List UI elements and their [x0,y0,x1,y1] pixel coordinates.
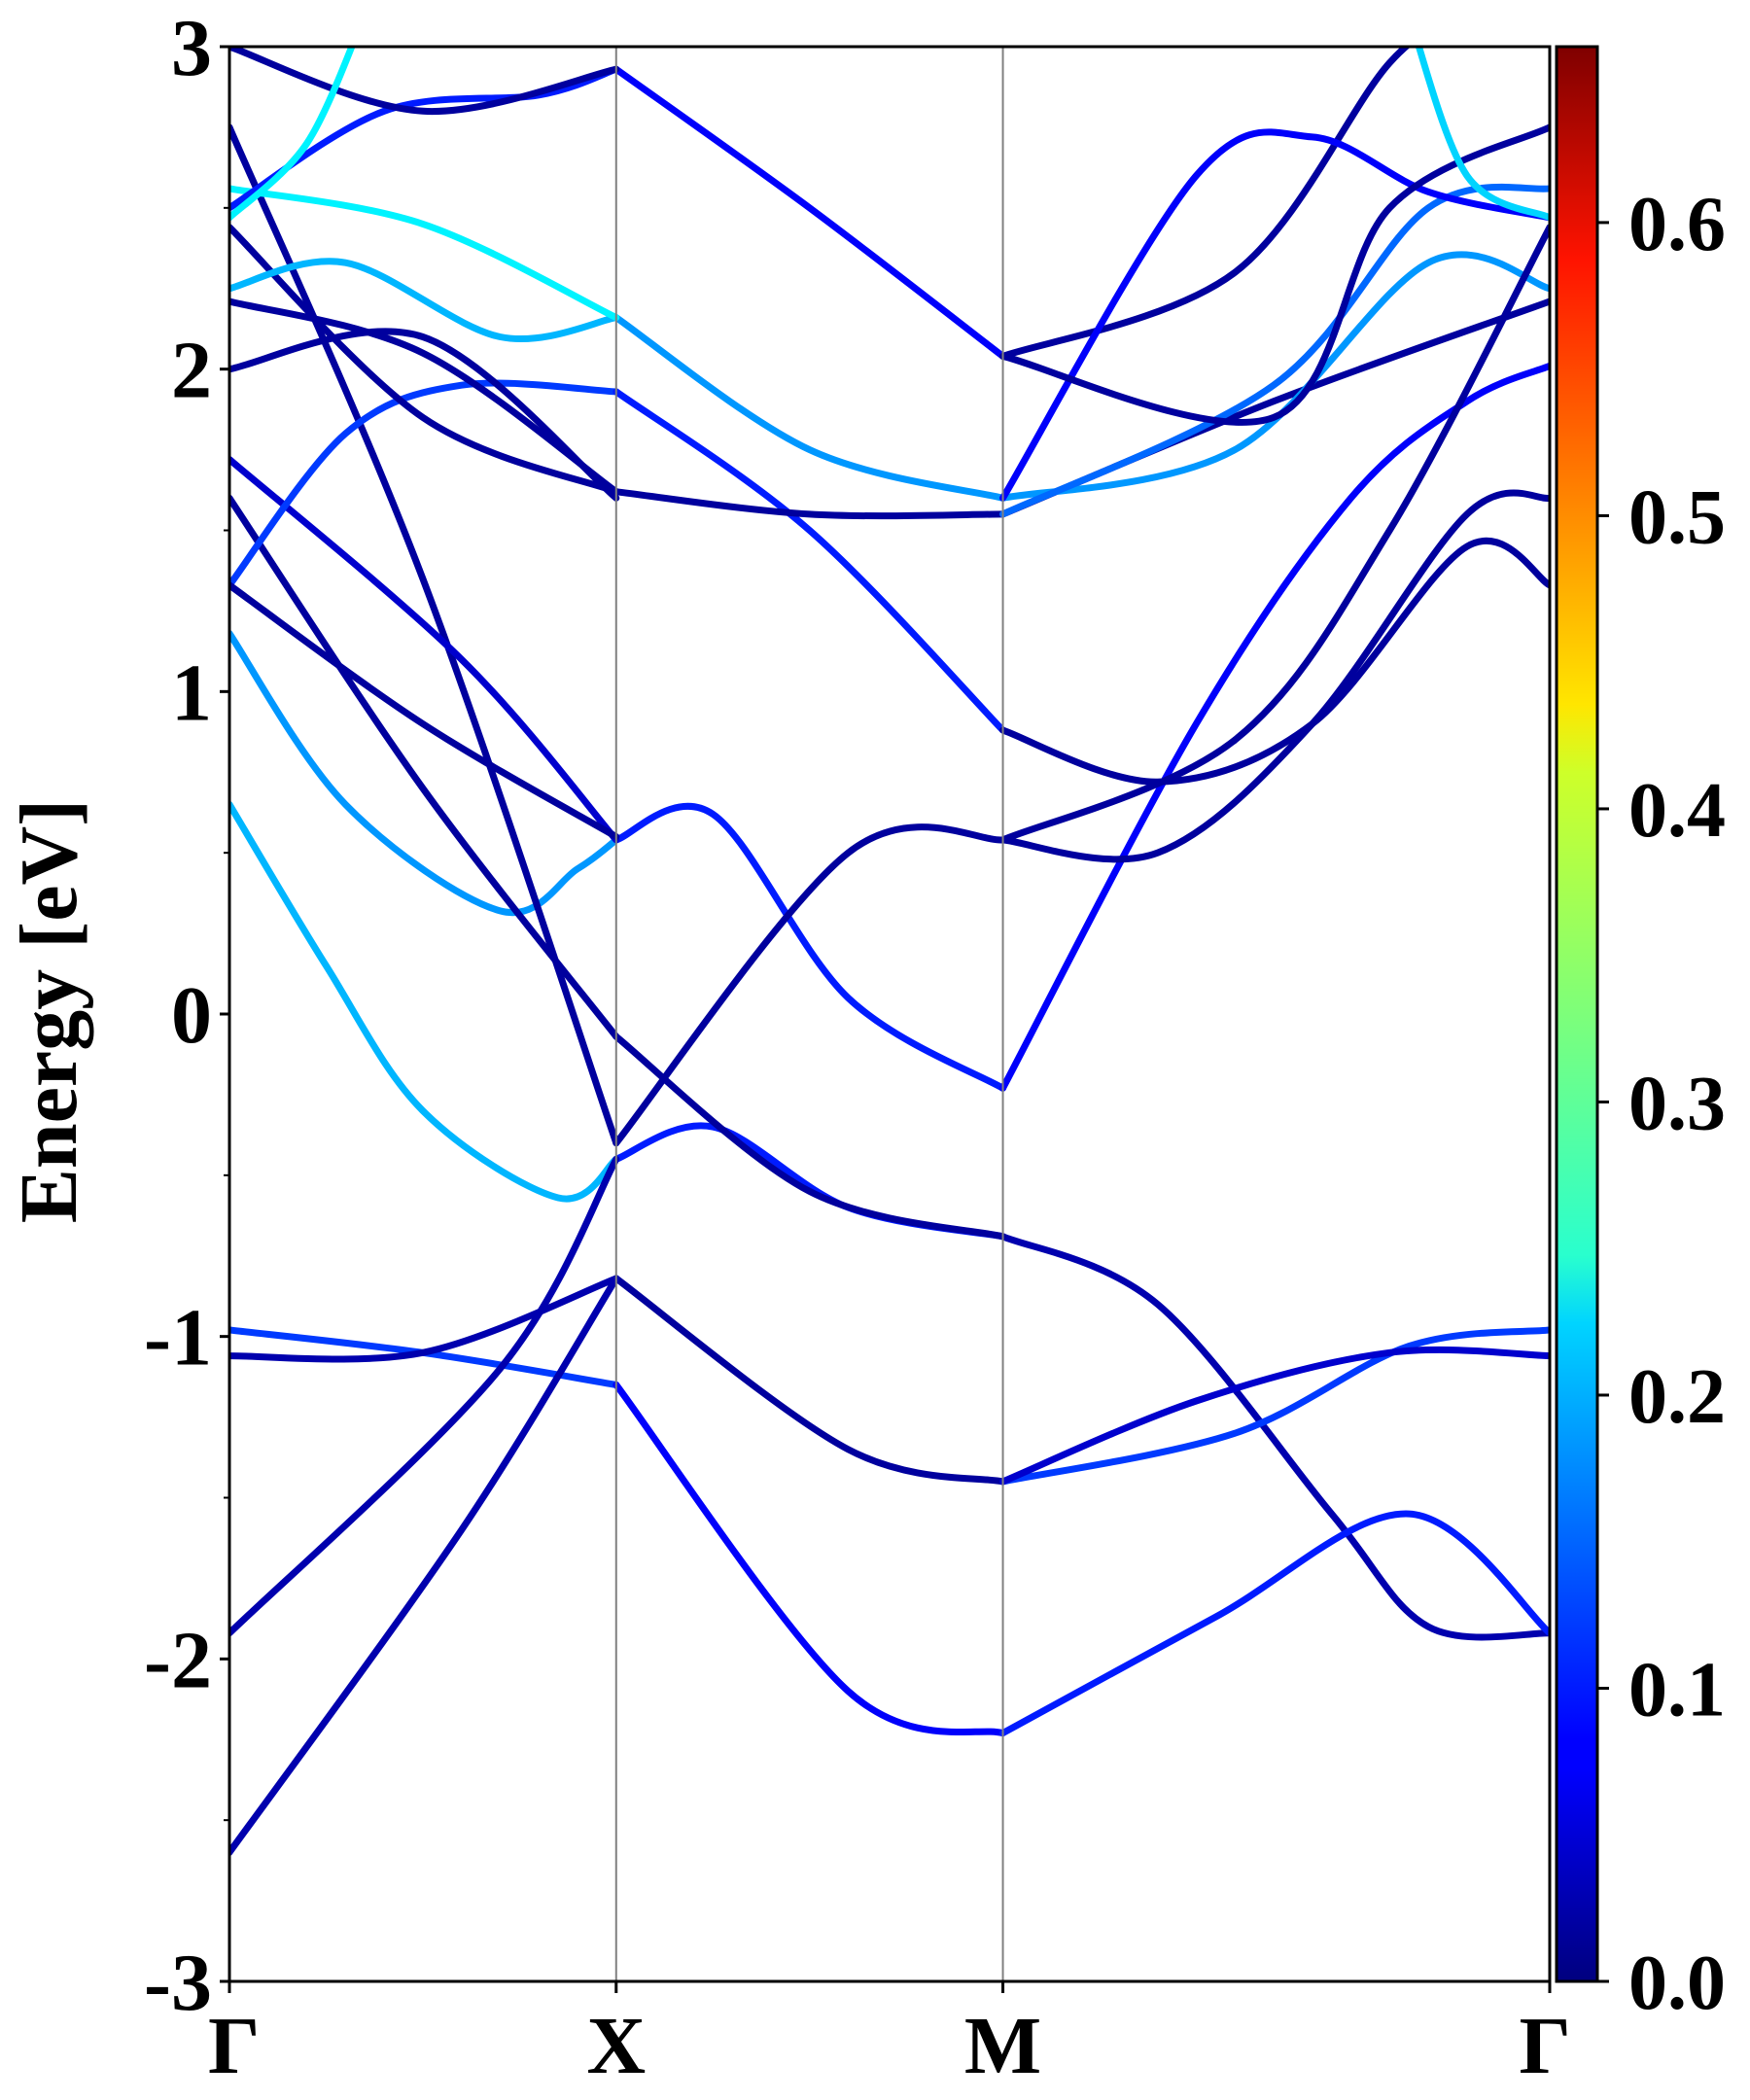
symmetry-lines [614,47,1004,1981]
colorbar-tick-label: 0.4 [1628,768,1726,854]
band-lines [229,47,1550,1856]
band-line [229,800,620,1203]
band-line [229,328,620,502]
band-line [229,47,356,222]
band-line [999,47,1412,360]
colorbar-tick-label: 0.6 [1628,182,1726,267]
colorbar-tick-label: 0.3 [1628,1061,1726,1146]
y-tick-label: -1 [144,1293,212,1383]
colorbar-tick-label: 0.2 [1628,1354,1726,1440]
band-line [999,1233,1550,1641]
band-line [1415,47,1550,222]
band-line [999,1510,1550,1737]
band-line [999,224,1550,844]
band-line [612,1275,1006,1486]
colorbar-tick-label: 0.5 [1628,474,1726,560]
x-tick-label: M [964,2001,1041,2091]
band-line [612,1032,1006,1241]
band-line [612,65,1006,360]
y-tick-label: 2 [171,326,212,416]
band-line [999,362,1550,1092]
band-line [612,388,1006,734]
band-line [612,1122,1006,1241]
y-axis-label: Energy [eV] [4,799,94,1223]
x-tick-label: Γ [1520,2001,1571,2091]
band-line [229,123,620,1147]
band-line [229,1155,620,1637]
band-line [229,298,620,496]
y-tick-label: -2 [144,1615,212,1705]
y-tick-label: -3 [144,1938,212,2028]
band-line [999,251,1550,502]
colorbar [1555,45,1599,1983]
band-line [229,185,620,322]
colorbar-tick-label: 0.1 [1628,1647,1726,1732]
band-line [612,802,1006,1092]
band-line [229,630,620,917]
x-tick-label: X [586,2001,646,2091]
x-tick-label: Γ [208,2001,260,2091]
band-line [612,488,1006,520]
colorbar-tick-label: 0.0 [1628,1941,1726,2026]
band-line [612,823,1006,1147]
band-line [612,314,1006,502]
band-line [612,1381,1006,1737]
band-line [999,128,1550,502]
band-line [999,1346,1550,1486]
y-tick-label: 1 [171,648,212,738]
band-line [229,47,620,116]
band-line [229,1275,620,1363]
band-line [229,581,620,841]
band-line [229,494,620,1040]
band-line [229,65,620,212]
band-line [229,379,620,589]
y-tick-label: 3 [171,3,212,93]
band-line [229,1275,620,1856]
band-line [999,1326,1550,1486]
y-tick-label: 0 [171,970,212,1061]
y-axis: -3 -2 -1 0 1 2 3 [144,3,229,2028]
band-line [229,258,620,343]
colorbar-axis: 0.0 0.1 0.2 0.3 0.4 0.5 0.6 [1597,182,1726,2026]
band-line [999,537,1550,786]
